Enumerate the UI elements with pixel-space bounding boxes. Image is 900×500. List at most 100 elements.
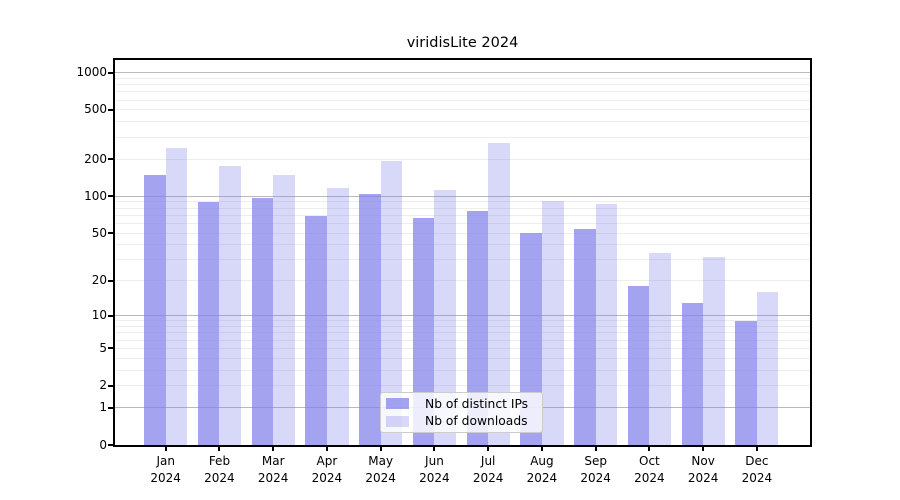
x-tick-mark bbox=[379, 446, 382, 451]
y-tick-mark bbox=[108, 232, 114, 235]
bar-downloads-dec bbox=[756, 292, 779, 445]
legend-label-distinct-ips: Nb of distinct IPs bbox=[425, 396, 529, 411]
x-tick-mark bbox=[540, 446, 543, 451]
x-tick-year: 2024 bbox=[687, 470, 719, 485]
x-tick-month: Nov bbox=[691, 454, 715, 468]
gridline-minor bbox=[115, 222, 810, 224]
chart-title: viridisLite 2024 bbox=[406, 35, 519, 51]
gridline-minor bbox=[115, 91, 810, 93]
gridline-minor bbox=[115, 339, 810, 341]
bar-ips-dec bbox=[735, 320, 757, 445]
x-tick-year: 2024 bbox=[204, 470, 235, 485]
gridline-minor bbox=[115, 332, 810, 334]
x-tick-mark bbox=[218, 446, 221, 451]
x-tick-year: 2024 bbox=[526, 470, 558, 485]
bar-downloads-jun bbox=[434, 189, 457, 445]
x-tick-year: 2024 bbox=[580, 470, 611, 485]
legend-row: Nb of distinct IPs bbox=[386, 395, 536, 413]
x-tick-label-oct: Oct 2024 bbox=[617, 453, 681, 486]
gridline-minor bbox=[115, 136, 810, 138]
bar-ips-nov bbox=[681, 302, 704, 445]
x-tick-label-may: May 2024 bbox=[349, 453, 413, 486]
x-tick-year: 2024 bbox=[365, 470, 396, 485]
gridline-minor bbox=[115, 232, 810, 234]
gridline-minor bbox=[115, 77, 810, 79]
x-tick-mark bbox=[755, 446, 758, 451]
x-tick-label-nov: Nov 2024 bbox=[671, 453, 735, 486]
x-tick-month: Jul bbox=[480, 454, 496, 468]
bar-downloads-mar bbox=[273, 174, 295, 445]
bar-downloads-feb bbox=[219, 166, 242, 445]
gridline-minor bbox=[115, 109, 810, 111]
x-tick-month: May bbox=[368, 454, 394, 468]
bar-downloads-jan bbox=[165, 148, 188, 445]
y-tick-label: 2 bbox=[99, 378, 107, 393]
gridline-minor bbox=[115, 99, 810, 101]
y-tick-mark bbox=[108, 406, 114, 409]
y-tick-mark bbox=[108, 71, 114, 74]
y-tick-mark bbox=[108, 108, 114, 111]
gridline-minor bbox=[115, 244, 810, 246]
x-tick-year: 2024 bbox=[741, 470, 773, 485]
y-tick-mark bbox=[108, 158, 114, 161]
bar-downloads-oct bbox=[649, 253, 671, 445]
y-tick-label: 1 bbox=[99, 400, 107, 415]
gridline-major bbox=[115, 195, 810, 197]
y-tick-label: 10 bbox=[91, 308, 107, 323]
y-tick-mark bbox=[108, 279, 114, 282]
x-tick-month: Oct bbox=[639, 454, 660, 468]
x-tick-mark bbox=[325, 446, 328, 451]
x-tick-label-sep: Sep 2024 bbox=[564, 453, 628, 486]
legend-row: Nb of downloads bbox=[386, 413, 536, 431]
y-tick-mark bbox=[108, 314, 114, 317]
legend: Nb of distinct IPs Nb of downloads bbox=[380, 392, 543, 433]
x-tick-mark bbox=[702, 446, 705, 451]
gridline-minor bbox=[115, 280, 810, 282]
gridline-major bbox=[115, 315, 810, 317]
gridline-minor bbox=[115, 259, 810, 261]
x-tick-year: 2024 bbox=[472, 470, 504, 485]
x-tick-month: Feb bbox=[208, 454, 231, 468]
bar-downloads-jul bbox=[488, 143, 510, 445]
gridline-minor bbox=[115, 326, 810, 328]
x-tick-year: 2024 bbox=[634, 470, 665, 485]
gridline-minor bbox=[115, 201, 810, 203]
y-tick-label: 200 bbox=[84, 151, 107, 166]
bar-ips-jun bbox=[412, 218, 435, 445]
x-tick-month: Jan bbox=[156, 454, 175, 468]
x-tick-mark bbox=[433, 446, 436, 451]
bar-ips-may bbox=[359, 193, 381, 445]
x-tick-label-jun: Jun 2024 bbox=[402, 453, 466, 486]
x-tick-label-apr: Apr 2024 bbox=[295, 453, 359, 486]
x-tick-mark bbox=[272, 446, 275, 451]
x-tick-mark bbox=[648, 446, 651, 451]
x-tick-year: 2024 bbox=[257, 470, 289, 485]
bar-ips-jan bbox=[144, 174, 166, 445]
gridline-major bbox=[115, 72, 810, 74]
x-tick-label-dec: Dec 2024 bbox=[725, 453, 789, 486]
legend-label-downloads: Nb of downloads bbox=[425, 414, 528, 429]
x-tick-label-jul: Jul 2024 bbox=[456, 453, 520, 486]
bar-downloads-nov bbox=[703, 256, 725, 445]
bar-downloads-may bbox=[380, 161, 403, 445]
gridline-minor bbox=[115, 320, 810, 322]
gridline-minor bbox=[115, 214, 810, 216]
x-tick-label-jan: Jan 2024 bbox=[134, 453, 198, 486]
x-tick-year: 2024 bbox=[150, 470, 181, 485]
y-tick-label: 20 bbox=[91, 273, 107, 288]
gridline-minor bbox=[115, 369, 810, 371]
x-tick-mark bbox=[487, 446, 490, 451]
gridline-minor bbox=[115, 357, 810, 359]
y-tick-label: 100 bbox=[84, 188, 107, 203]
x-tick-month: Aug bbox=[530, 454, 554, 468]
x-tick-month: Dec bbox=[745, 454, 769, 468]
y-tick-mark bbox=[108, 347, 114, 350]
gridline-minor bbox=[115, 84, 810, 86]
x-tick-mark bbox=[164, 446, 167, 451]
y-tick-mark bbox=[108, 444, 114, 446]
x-tick-month: Jun bbox=[425, 454, 444, 468]
gridline-minor bbox=[115, 207, 810, 209]
bar-ips-jul bbox=[466, 210, 489, 445]
y-tick-label: 0 bbox=[99, 437, 107, 452]
